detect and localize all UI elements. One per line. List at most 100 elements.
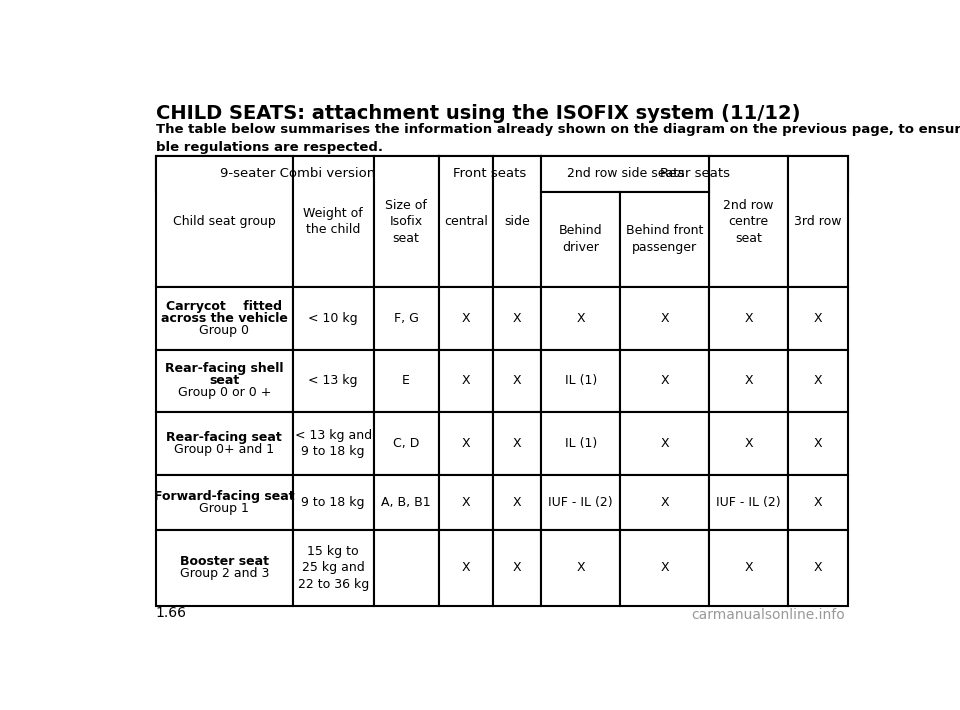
Bar <box>620 530 709 606</box>
Bar <box>541 475 620 530</box>
Bar <box>156 413 293 475</box>
Text: seat: seat <box>209 374 239 388</box>
Text: Rear seats: Rear seats <box>660 168 730 180</box>
Text: Forward-facing seat: Forward-facing seat <box>154 490 295 503</box>
Bar <box>620 475 709 530</box>
Text: X: X <box>462 561 470 574</box>
Text: X: X <box>660 561 669 574</box>
Bar <box>156 156 439 192</box>
Text: 9 to 18 kg: 9 to 18 kg <box>301 496 365 509</box>
Text: X: X <box>462 496 470 509</box>
Text: Rear-facing seat: Rear-facing seat <box>166 431 282 444</box>
Text: side: side <box>505 215 530 228</box>
Text: < 13 kg and
9 to 18 kg: < 13 kg and 9 to 18 kg <box>295 429 372 459</box>
Bar <box>788 475 848 530</box>
Bar <box>439 475 493 530</box>
Text: 2nd row
centre
seat: 2nd row centre seat <box>724 199 774 245</box>
Text: 15 kg to
25 kg and
22 to 36 kg: 15 kg to 25 kg and 22 to 36 kg <box>298 545 369 591</box>
Text: Booster seat: Booster seat <box>180 555 269 568</box>
Bar <box>541 156 709 192</box>
Text: IUF - IL (2): IUF - IL (2) <box>716 496 780 509</box>
Bar <box>293 287 373 349</box>
Text: X: X <box>660 496 669 509</box>
Bar <box>293 349 373 413</box>
Bar <box>493 413 541 475</box>
Text: X: X <box>813 312 822 324</box>
Text: Behind front
passenger: Behind front passenger <box>626 224 704 254</box>
Bar <box>709 530 788 606</box>
Text: X: X <box>513 496 521 509</box>
Text: Group 0+ and 1: Group 0+ and 1 <box>174 443 275 456</box>
Bar <box>709 475 788 530</box>
Text: X: X <box>744 561 753 574</box>
Text: central: central <box>444 215 488 228</box>
Text: The table below summarises the information already shown on the diagram on the p: The table below summarises the informati… <box>156 124 960 155</box>
Bar <box>788 413 848 475</box>
Text: < 13 kg: < 13 kg <box>308 374 358 388</box>
Bar <box>293 530 373 606</box>
Text: X: X <box>513 561 521 574</box>
Text: Size of
Isofix
seat: Size of Isofix seat <box>385 199 427 245</box>
Text: CHILD SEATS: attachment using the ISOFIX system (11/12): CHILD SEATS: attachment using the ISOFIX… <box>156 104 801 124</box>
Bar <box>439 349 493 413</box>
Text: 2nd row side seats: 2nd row side seats <box>566 168 684 180</box>
Bar <box>156 475 293 530</box>
Text: Rear-facing shell: Rear-facing shell <box>165 362 283 376</box>
Text: Behind
driver: Behind driver <box>559 224 603 254</box>
Text: X: X <box>744 312 753 324</box>
Text: Front seats: Front seats <box>453 168 527 180</box>
Bar <box>373 475 439 530</box>
Text: F, G: F, G <box>394 312 419 324</box>
Text: Child seat group: Child seat group <box>173 215 276 228</box>
Text: X: X <box>744 374 753 388</box>
Text: X: X <box>660 437 669 450</box>
Text: Group 1: Group 1 <box>200 502 250 515</box>
Text: Carrycot    fitted: Carrycot fitted <box>166 300 282 313</box>
Bar <box>788 287 848 349</box>
Bar <box>439 156 493 287</box>
Bar <box>541 349 620 413</box>
Text: across the vehicle: across the vehicle <box>160 312 288 324</box>
Bar <box>709 156 788 287</box>
Bar <box>156 287 293 349</box>
Text: Group 2 and 3: Group 2 and 3 <box>180 567 269 580</box>
Bar <box>788 349 848 413</box>
Text: E: E <box>402 374 410 388</box>
Bar <box>709 287 788 349</box>
Bar <box>620 349 709 413</box>
Bar <box>293 413 373 475</box>
Text: X: X <box>462 374 470 388</box>
Bar <box>541 156 848 192</box>
Bar <box>493 530 541 606</box>
Bar <box>293 475 373 530</box>
Bar <box>709 413 788 475</box>
Text: X: X <box>660 312 669 324</box>
Text: Weight of
the child: Weight of the child <box>303 207 363 236</box>
Text: IL (1): IL (1) <box>564 437 597 450</box>
Text: carmanualsonline.info: carmanualsonline.info <box>691 608 846 622</box>
Text: X: X <box>462 437 470 450</box>
Bar <box>439 530 493 606</box>
Text: X: X <box>813 561 822 574</box>
Bar <box>439 413 493 475</box>
Bar <box>439 156 541 192</box>
Bar <box>373 349 439 413</box>
Text: X: X <box>813 437 822 450</box>
Bar <box>788 530 848 606</box>
Text: X: X <box>813 496 822 509</box>
Text: X: X <box>660 374 669 388</box>
Text: X: X <box>513 374 521 388</box>
Text: X: X <box>577 312 585 324</box>
Text: 9-seater Combi version: 9-seater Combi version <box>220 168 374 180</box>
Bar <box>156 156 293 287</box>
Bar <box>373 413 439 475</box>
Text: 3rd row: 3rd row <box>794 215 842 228</box>
Bar <box>709 349 788 413</box>
Bar <box>373 156 439 287</box>
Bar <box>493 349 541 413</box>
Bar <box>493 156 541 287</box>
Bar <box>373 287 439 349</box>
Bar <box>541 413 620 475</box>
Bar <box>493 475 541 530</box>
Text: 1.66: 1.66 <box>156 606 186 620</box>
